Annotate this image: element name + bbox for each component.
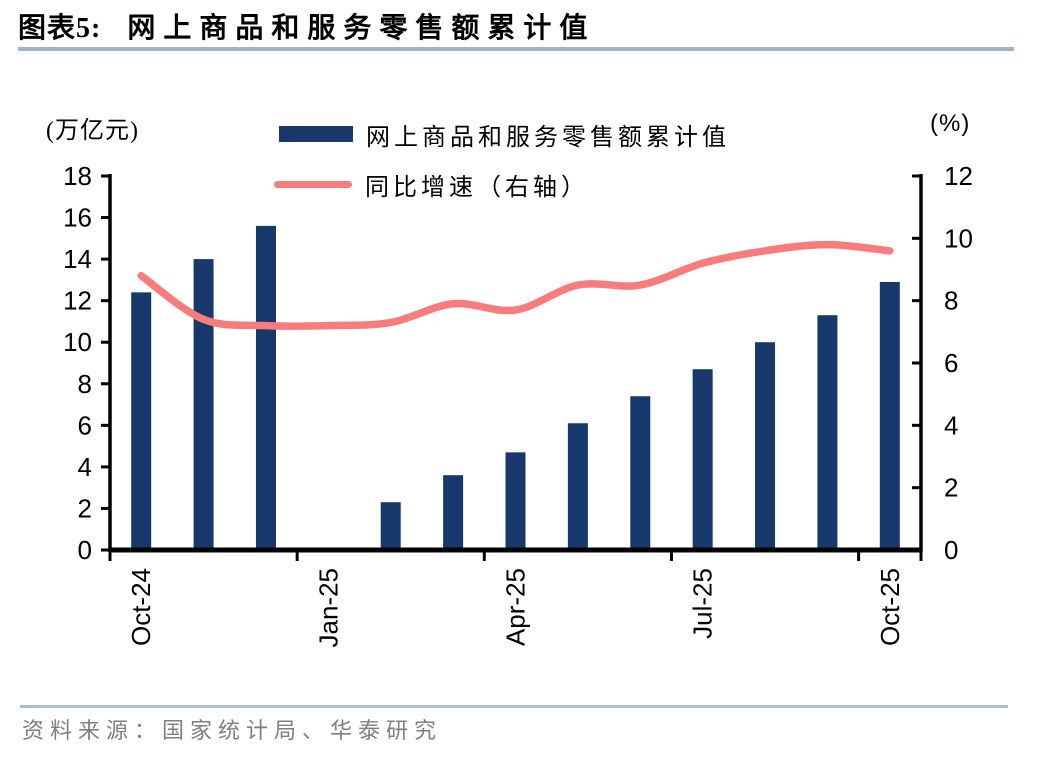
bar [131,292,152,550]
left-axis-tick-label: 2 [78,493,92,523]
bar [505,452,526,550]
chart-legend: 网上商品和服务零售额累计值 同比增速（右轴） [274,120,730,220]
figure-title-row: 图表5: 网上商品和服务零售额累计值 [18,6,595,46]
left-axis-tick-label: 10 [63,327,92,357]
legend-label-line: 同比增速（右轴） [365,174,589,201]
right-axis-tick-label: 12 [944,161,973,191]
x-axis-tick-label: Oct-24 [126,568,156,646]
right-axis-tick-label: 6 [944,348,958,378]
bar [255,225,276,550]
bar [193,259,214,550]
line-swatch-icon [274,180,352,188]
yoy-growth-trend-line [137,240,894,330]
right-axis-tick-label: 4 [944,410,958,440]
page-title: 网上商品和服务零售额累计值 [127,13,596,44]
legend-label-bar: 网上商品和服务零售额累计值 [366,124,730,151]
x-axis-tick-label: Jul-25 [688,568,718,639]
bar [443,475,464,550]
left-axis-tick-label: 0 [78,535,92,565]
bar-swatch-icon [279,126,353,142]
legend-item-line: 同比增速（右轴） [274,170,730,201]
title-divider [18,47,1014,51]
bar [879,281,900,550]
figure-label: 图表5: [18,13,102,44]
right-axis-tick-label: 0 [944,535,958,565]
right-axis-tick-label: 2 [944,473,958,503]
left-axis-tick-label: 8 [78,369,92,399]
source-divider [20,705,1008,708]
right-axis-tick-label: 10 [944,223,973,253]
bar [692,369,713,550]
left-axis-tick-label: 6 [78,410,92,440]
right-axis-unit-label: (%) [930,110,971,137]
left-axis-tick-label: 4 [78,452,92,482]
left-axis-unit-label: (万亿元) [46,118,139,144]
bar [755,342,776,550]
bar [817,315,838,550]
left-axis-tick-label: 14 [63,244,92,274]
x-axis-tick-label: Apr-25 [501,568,531,646]
x-axis-tick-label: Oct-25 [875,568,905,646]
legend-item-bar: 网上商品和服务零售额累计值 [274,120,730,151]
left-axis-tick-label: 18 [63,161,92,191]
bar [567,423,588,550]
left-axis-tick-label: 16 [63,203,92,233]
x-axis-tick-label: Jan-25 [313,568,343,648]
left-axis-tick-label: 12 [63,286,92,316]
bar [630,396,651,550]
source-text: 资料来源：国家统计局、华泰研究 [22,718,443,743]
bar [380,502,401,550]
right-axis-tick-label: 8 [944,286,958,316]
